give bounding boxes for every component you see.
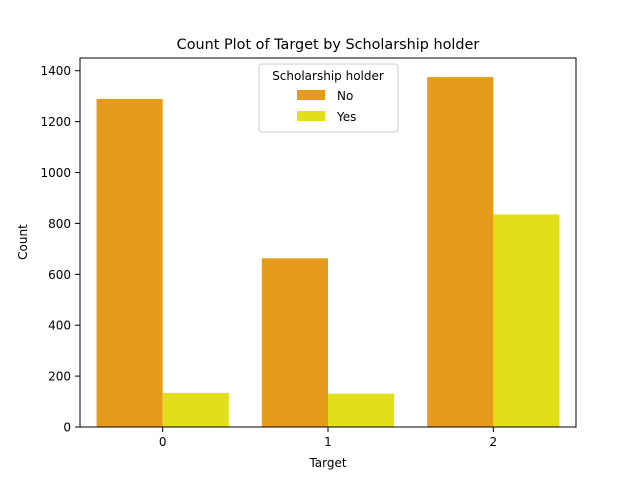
x-tick-label: 0 — [159, 435, 167, 449]
chart-title: Count Plot of Target by Scholarship hold… — [177, 37, 480, 53]
legend-title: Scholarship holder — [272, 69, 384, 83]
plot-frame — [79, 57, 577, 428]
y-axis-label: Count — [16, 224, 30, 260]
legend-label-no: No — [337, 89, 353, 103]
y-tick-label: 1400 — [40, 64, 71, 78]
bar-no-2 — [427, 77, 494, 427]
y-axis: 0 200 400 600 800 1000 1200 1400 — [40, 64, 80, 435]
legend-items: No Yes — [297, 89, 356, 124]
bar-no-1 — [261, 258, 328, 427]
x-axis: 0 1 2 — [159, 427, 497, 449]
y-tick-label: 1200 — [40, 115, 71, 129]
y-tick-label: 1000 — [40, 166, 71, 180]
bar-yes-2 — [493, 214, 560, 427]
legend-swatch-no — [297, 90, 325, 100]
y-tick-label: 0 — [63, 421, 71, 435]
y-tick-label: 600 — [48, 268, 71, 282]
legend-swatch-yes — [297, 111, 325, 121]
x-tick-label: 2 — [490, 435, 498, 449]
bar-no-0 — [96, 98, 163, 427]
legend-label-yes: Yes — [336, 110, 356, 124]
x-tick-label: 1 — [324, 435, 332, 449]
legend-box — [258, 63, 399, 133]
bar-yes-0 — [162, 392, 229, 427]
y-tick-label: 800 — [48, 217, 71, 231]
x-axis-label: Target — [308, 456, 346, 470]
bar-yes-1 — [328, 393, 395, 427]
y-tick-label: 400 — [48, 319, 71, 333]
bars-layer — [96, 77, 560, 427]
legend: Scholarship holder No Yes — [258, 63, 399, 133]
y-tick-label: 200 — [48, 370, 71, 384]
